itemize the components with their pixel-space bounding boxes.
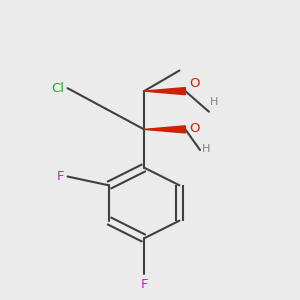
Text: F: F (57, 170, 64, 183)
Text: O: O (190, 76, 200, 90)
Text: Cl: Cl (52, 82, 64, 95)
Text: O: O (190, 122, 200, 135)
Text: H: H (210, 97, 219, 107)
Text: F: F (140, 278, 148, 291)
Polygon shape (144, 126, 185, 133)
Polygon shape (144, 88, 185, 94)
Text: H: H (202, 143, 210, 154)
